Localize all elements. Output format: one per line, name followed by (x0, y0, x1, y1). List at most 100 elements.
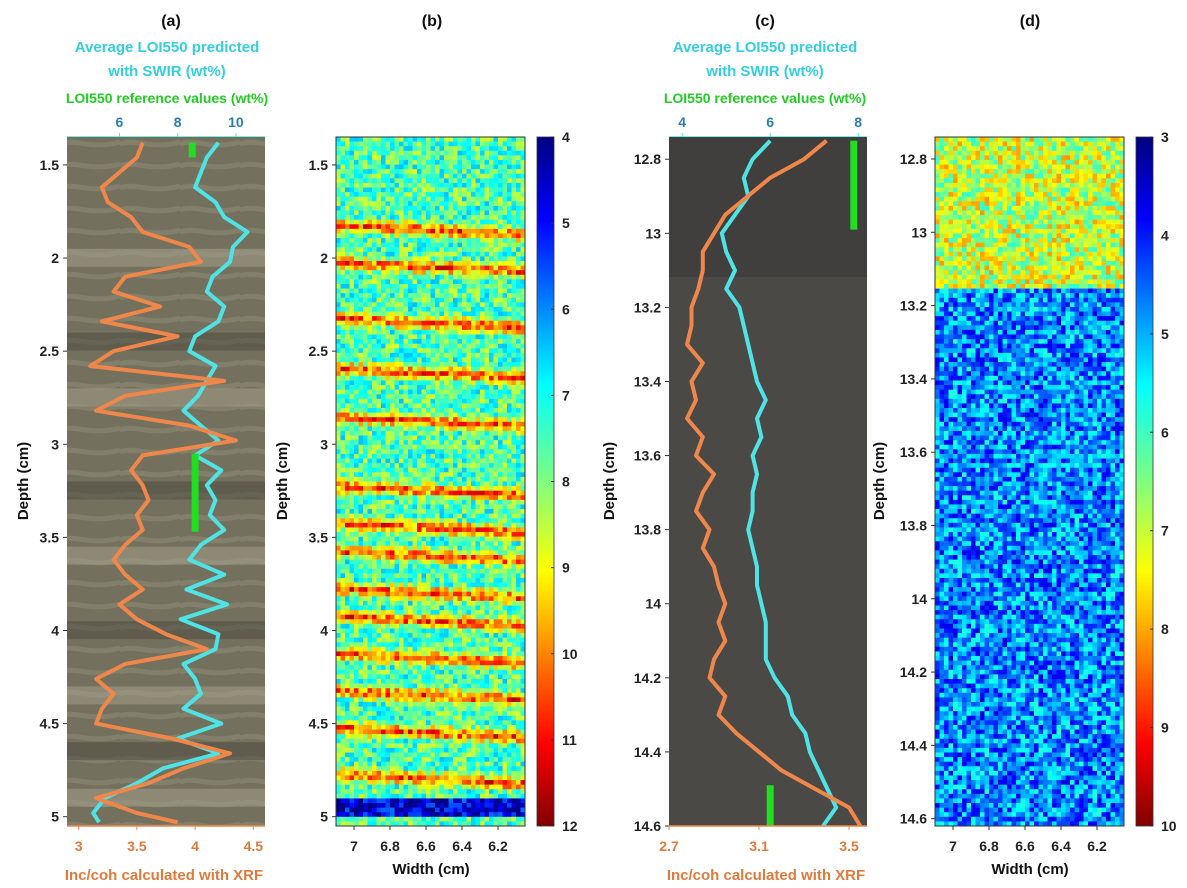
heat-cell (466, 559, 472, 565)
heat-cell (345, 242, 350, 248)
heat-cell (385, 173, 391, 179)
heat-cell (439, 660, 445, 666)
heat-cell (516, 656, 521, 662)
heat-cell (453, 426, 458, 432)
heat-cell (498, 366, 503, 372)
heat-cell (385, 495, 391, 501)
heat-cell (507, 554, 512, 560)
heat-cell (475, 591, 481, 597)
heat-cell (367, 504, 373, 510)
heat-cell (480, 302, 485, 308)
heat-cell (466, 224, 472, 230)
heat-cell (435, 389, 440, 395)
heat-cell (345, 334, 350, 340)
heat-cell (493, 669, 499, 675)
heat-cell (493, 196, 499, 202)
heat-cell (475, 146, 481, 152)
heat-cell (466, 509, 472, 515)
heat-cell (367, 210, 373, 216)
heat-cell (453, 265, 458, 271)
heat-cell (363, 430, 368, 436)
heat-cell (439, 196, 445, 202)
heat-cell (385, 137, 391, 142)
heat-cell (421, 444, 427, 450)
heat-cell (426, 444, 431, 450)
heat-cell (498, 426, 503, 432)
heat-cell (408, 610, 413, 616)
heat-cell (354, 633, 359, 639)
heat-cell (489, 150, 494, 156)
heat-cell (489, 408, 494, 413)
heat-cell (385, 467, 391, 473)
heat-cell (417, 228, 422, 234)
heat-cell (381, 591, 386, 597)
heat-cell (484, 270, 490, 276)
heat-cell (498, 486, 503, 492)
heat-cell (493, 238, 499, 244)
heat-cell (439, 458, 445, 464)
heat-cell (412, 155, 418, 161)
heat-cell (493, 371, 499, 377)
heat-cell (511, 219, 517, 225)
heat-cell (480, 518, 485, 524)
heat-cell (408, 623, 413, 629)
heat-cell (480, 403, 485, 409)
heat-cell (516, 329, 521, 335)
heat-cell (358, 137, 364, 142)
heat-cell (394, 334, 400, 340)
heat-cell (336, 545, 341, 551)
heat-cell (475, 481, 481, 487)
heat-cell (489, 164, 494, 170)
heat-cell (444, 398, 449, 404)
heat-cell (511, 306, 517, 312)
heat-cell (403, 582, 409, 588)
heat-cell (475, 224, 481, 230)
heat-cell (408, 150, 413, 156)
heat-cell (399, 302, 404, 308)
heat-cell (511, 352, 517, 358)
heat-cell (484, 251, 490, 257)
heat-cell (453, 394, 458, 400)
heat-cell (484, 224, 490, 230)
heat-cell (471, 343, 476, 349)
heat-cell (430, 352, 436, 358)
heat-cell (367, 509, 373, 515)
heat-cell (345, 293, 350, 299)
heat-cell (507, 297, 512, 303)
heat-cell (471, 348, 476, 354)
heat-cell (345, 343, 350, 349)
heat-cell (417, 306, 422, 312)
heat-cell (426, 380, 431, 386)
heat-cell (354, 210, 359, 216)
heat-cell (439, 164, 445, 170)
heat-cell (462, 550, 467, 556)
heat-cell (421, 430, 427, 436)
heat-cell (408, 421, 413, 427)
heat-cell (435, 311, 440, 317)
heat-cell (493, 568, 499, 574)
heat-cell (462, 426, 467, 432)
heat-cell (381, 651, 386, 657)
heat-cell (408, 541, 413, 547)
y-tick-label: 2 (51, 250, 59, 266)
heat-cell (502, 159, 508, 165)
heat-cell (403, 192, 409, 198)
heat-cell (489, 297, 494, 303)
heat-cell (502, 417, 508, 423)
heat-cell (507, 408, 512, 413)
heat-cell (498, 665, 503, 671)
heat-cell (462, 375, 467, 381)
heat-cell (502, 412, 508, 418)
heat-cell (444, 274, 449, 280)
heat-cell (367, 458, 373, 464)
heat-cell (471, 270, 476, 276)
heat-cell (435, 605, 440, 611)
heat-cell (372, 582, 377, 588)
heat-cell (358, 430, 364, 436)
heat-cell (435, 233, 440, 239)
heat-cell (484, 215, 490, 221)
heat-cell (390, 247, 395, 253)
heat-cell (444, 279, 449, 285)
heat-cell (471, 527, 476, 533)
heat-cell (489, 536, 494, 542)
